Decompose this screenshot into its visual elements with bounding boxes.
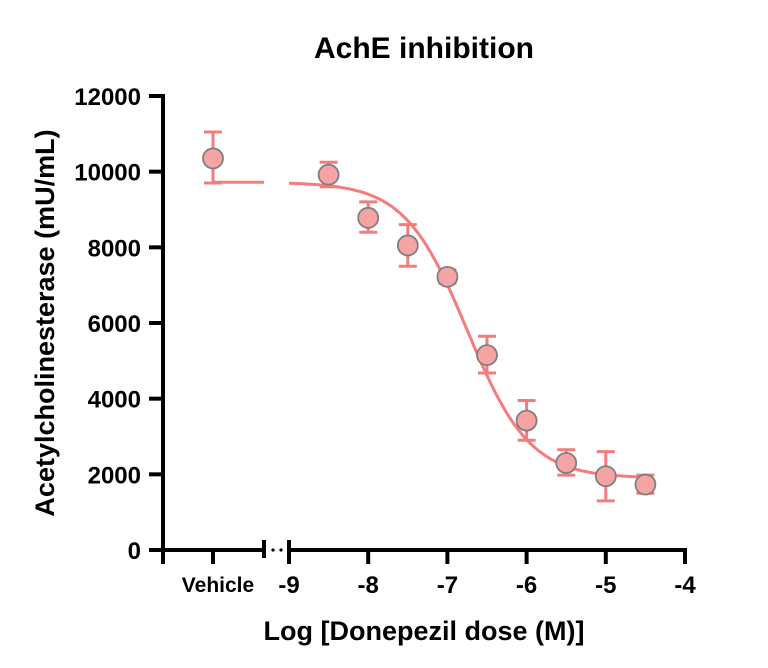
x-tick-label-vehicle: Vehicle xyxy=(182,574,254,597)
x-tick-label: -8 xyxy=(358,572,379,599)
data-point xyxy=(357,206,380,229)
x-tick-label: -7 xyxy=(437,572,458,599)
x-tick-label: -9 xyxy=(278,572,299,599)
data-point xyxy=(594,465,617,488)
y-tick-label: 12000 xyxy=(74,84,141,111)
axis-break-dot xyxy=(271,548,275,552)
y-axis-label: Acetylcholinesterase (mU/mL) xyxy=(30,129,60,516)
axis-break-dot xyxy=(279,548,283,552)
x-tick-label: -6 xyxy=(516,572,537,599)
chart-title: AchE inhibition xyxy=(314,32,534,65)
x-tick-label: -4 xyxy=(674,572,696,599)
data-point xyxy=(476,344,498,367)
y-tick-label: 10000 xyxy=(74,160,141,187)
y-tick-label: 0 xyxy=(128,538,141,565)
data-point xyxy=(555,452,578,474)
y-tick-label: 8000 xyxy=(88,235,141,262)
data-point-vehicle xyxy=(202,147,224,170)
x-tick-label: -5 xyxy=(595,572,616,599)
y-tick-label: 4000 xyxy=(88,387,141,414)
data-point xyxy=(436,265,459,288)
fit-curve xyxy=(288,181,646,479)
data-point xyxy=(634,473,657,496)
data-point xyxy=(317,163,340,186)
x-axis-label: Log [Donepezil dose (M)] xyxy=(264,616,585,646)
y-tick-label: 6000 xyxy=(88,311,141,338)
data-point xyxy=(396,234,419,257)
y-tick-label: 2000 xyxy=(88,462,141,489)
data-point xyxy=(515,409,538,432)
